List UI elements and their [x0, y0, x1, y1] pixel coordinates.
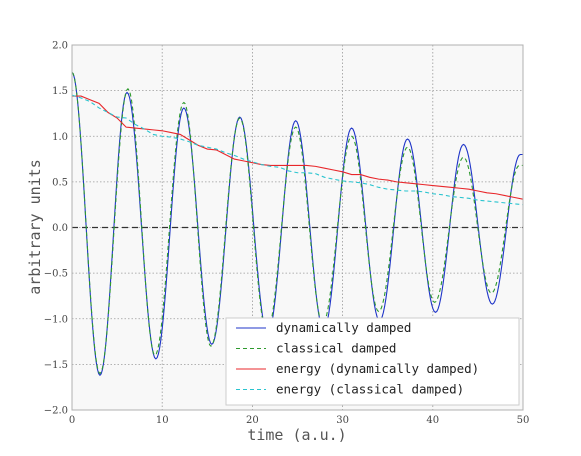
y-tick-label: 0.5: [52, 177, 68, 188]
x-tick-label: 20: [246, 415, 259, 426]
x-axis-ticks: 0 10 20 30 40 50: [69, 415, 530, 426]
legend: dynamically damped classical damped energy…: [225, 317, 520, 406]
x-tick-label: 10: [156, 415, 169, 426]
y-tick-label: −2.0: [44, 406, 68, 417]
series-line-0: [71, 72, 523, 377]
y-tick-label: 2.0: [52, 41, 68, 52]
legend-label-1: classical damped: [276, 341, 396, 356]
legend-label-0: dynamically damped: [276, 320, 411, 335]
y-tick-label: −1.5: [44, 360, 68, 371]
y-tick-label: −1.0: [44, 314, 68, 325]
x-tick-label: 0: [69, 415, 75, 426]
series-line-2: [72, 95, 524, 200]
plot-frame: [71, 44, 524, 411]
y-tick-label: 0.0: [52, 223, 68, 234]
y-tick-label: 1.5: [52, 86, 68, 97]
legend-label-3: energy (classical damped): [276, 382, 464, 397]
series-layer: [71, 72, 524, 377]
y-tick-label: −0.5: [44, 269, 68, 280]
x-tick-label: 40: [426, 415, 439, 426]
y-axis-ticks: −2.0 −1.5 −1.0 −0.5 0.0 0.5 1.0 1.5 2.0: [44, 41, 68, 417]
y-tick-label: 1.0: [52, 132, 68, 143]
legend-label-2: energy (dynamically damped): [276, 361, 479, 376]
x-tick-label: 50: [517, 415, 530, 426]
y-axis-label: arbitrary units: [26, 159, 44, 294]
x-tick-label: 30: [336, 415, 349, 426]
legend-box: [225, 317, 520, 406]
x-axis-label: time (a.u.): [247, 426, 346, 444]
series-line-1: [71, 72, 523, 375]
series-line-3: [71, 94, 524, 206]
